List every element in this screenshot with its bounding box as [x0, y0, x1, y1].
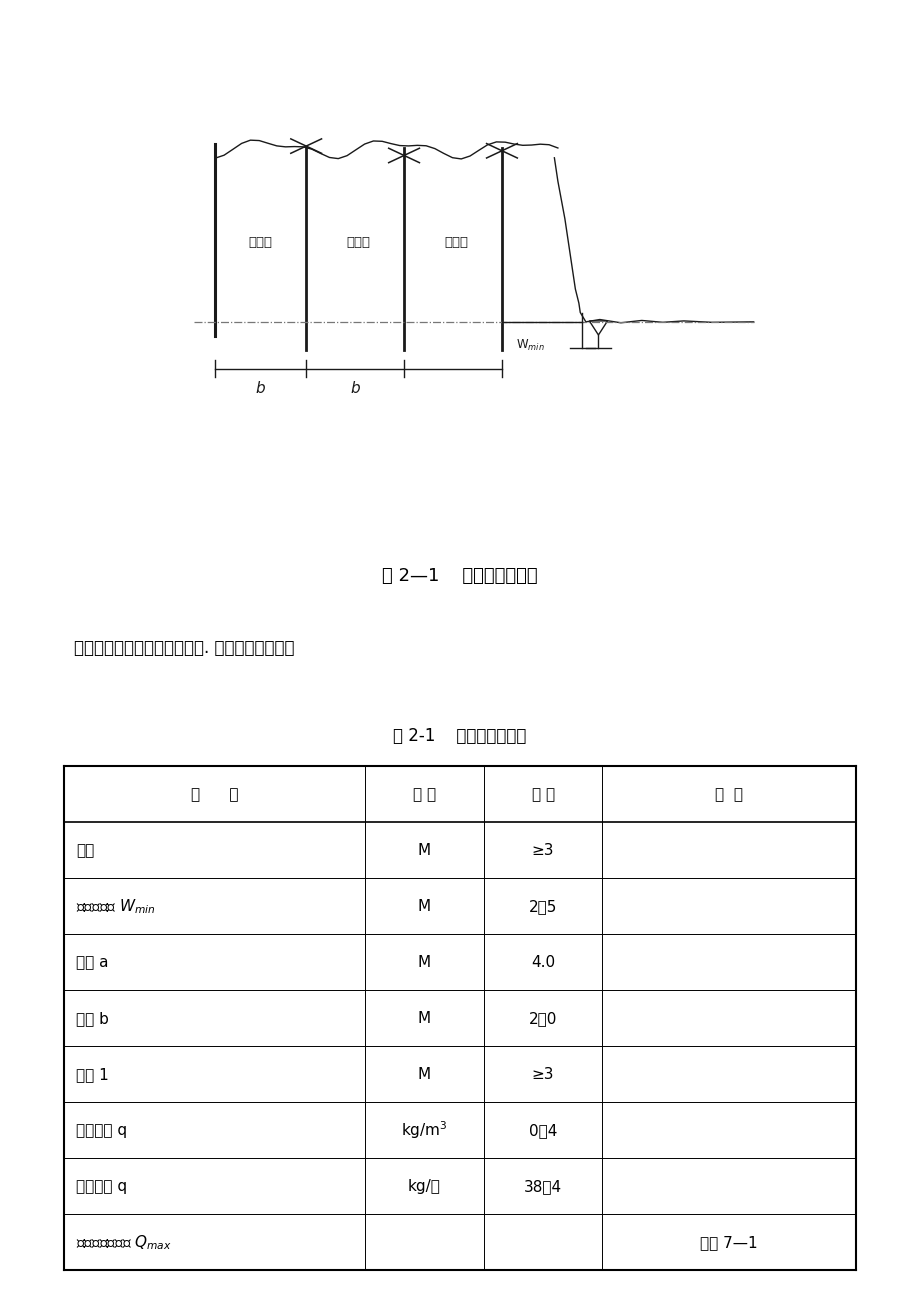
Text: 2。0: 2。0	[528, 1010, 557, 1026]
Text: 备  注: 备 注	[714, 786, 743, 802]
Text: ≥3: ≥3	[531, 1066, 554, 1082]
Text: 主体工程用多排毫秒微差起爆. 爆破参数如下表：: 主体工程用多排毫秒微差起爆. 爆破参数如下表：	[74, 639, 294, 656]
Text: 第三排: 第三排	[248, 236, 272, 249]
Text: 表 2-1    深孔爆破参数表: 表 2-1 深孔爆破参数表	[393, 728, 526, 745]
Text: 项      目: 项 目	[191, 786, 238, 802]
Text: 第二排: 第二排	[346, 236, 370, 249]
Text: 最小抵抗线 $W_{min}$: 最小抵抗线 $W_{min}$	[76, 897, 156, 915]
Text: 炸药单耗 q: 炸药单耗 q	[76, 1122, 127, 1138]
Text: 38。4: 38。4	[524, 1178, 562, 1194]
Text: M: M	[417, 1010, 430, 1026]
Text: M: M	[417, 954, 430, 970]
Text: 2。5: 2。5	[528, 898, 557, 914]
Text: 孔距 a: 孔距 a	[76, 954, 108, 970]
Text: W$_{min}$: W$_{min}$	[515, 339, 544, 353]
Text: 高度: 高度	[76, 842, 95, 858]
Text: M: M	[417, 1066, 430, 1082]
Text: M: M	[417, 842, 430, 858]
Text: 见表 7—1: 见表 7—1	[699, 1234, 757, 1250]
Text: 第一排: 第一排	[444, 236, 468, 249]
Text: kg/m$^3$: kg/m$^3$	[401, 1120, 448, 1142]
Text: 0。4: 0。4	[528, 1122, 557, 1138]
Text: b: b	[350, 381, 359, 396]
Text: 数 量: 数 量	[531, 786, 554, 802]
Text: 单孔药量 q: 单孔药量 q	[76, 1178, 127, 1194]
Text: 同段最大装药量 $Q_{max}$: 同段最大装药量 $Q_{max}$	[76, 1233, 172, 1251]
Text: ≥3: ≥3	[531, 842, 554, 858]
Text: 排距 b: 排距 b	[76, 1010, 109, 1026]
Text: 孔深 1: 孔深 1	[76, 1066, 108, 1082]
Text: kg/孔: kg/孔	[407, 1178, 440, 1194]
Text: 4.0: 4.0	[530, 954, 554, 970]
Text: 图 2—1    深孔爆破示意图: 图 2—1 深孔爆破示意图	[381, 568, 538, 585]
Text: b: b	[255, 381, 266, 396]
Text: 单 位: 单 位	[413, 786, 436, 802]
Text: M: M	[417, 898, 430, 914]
